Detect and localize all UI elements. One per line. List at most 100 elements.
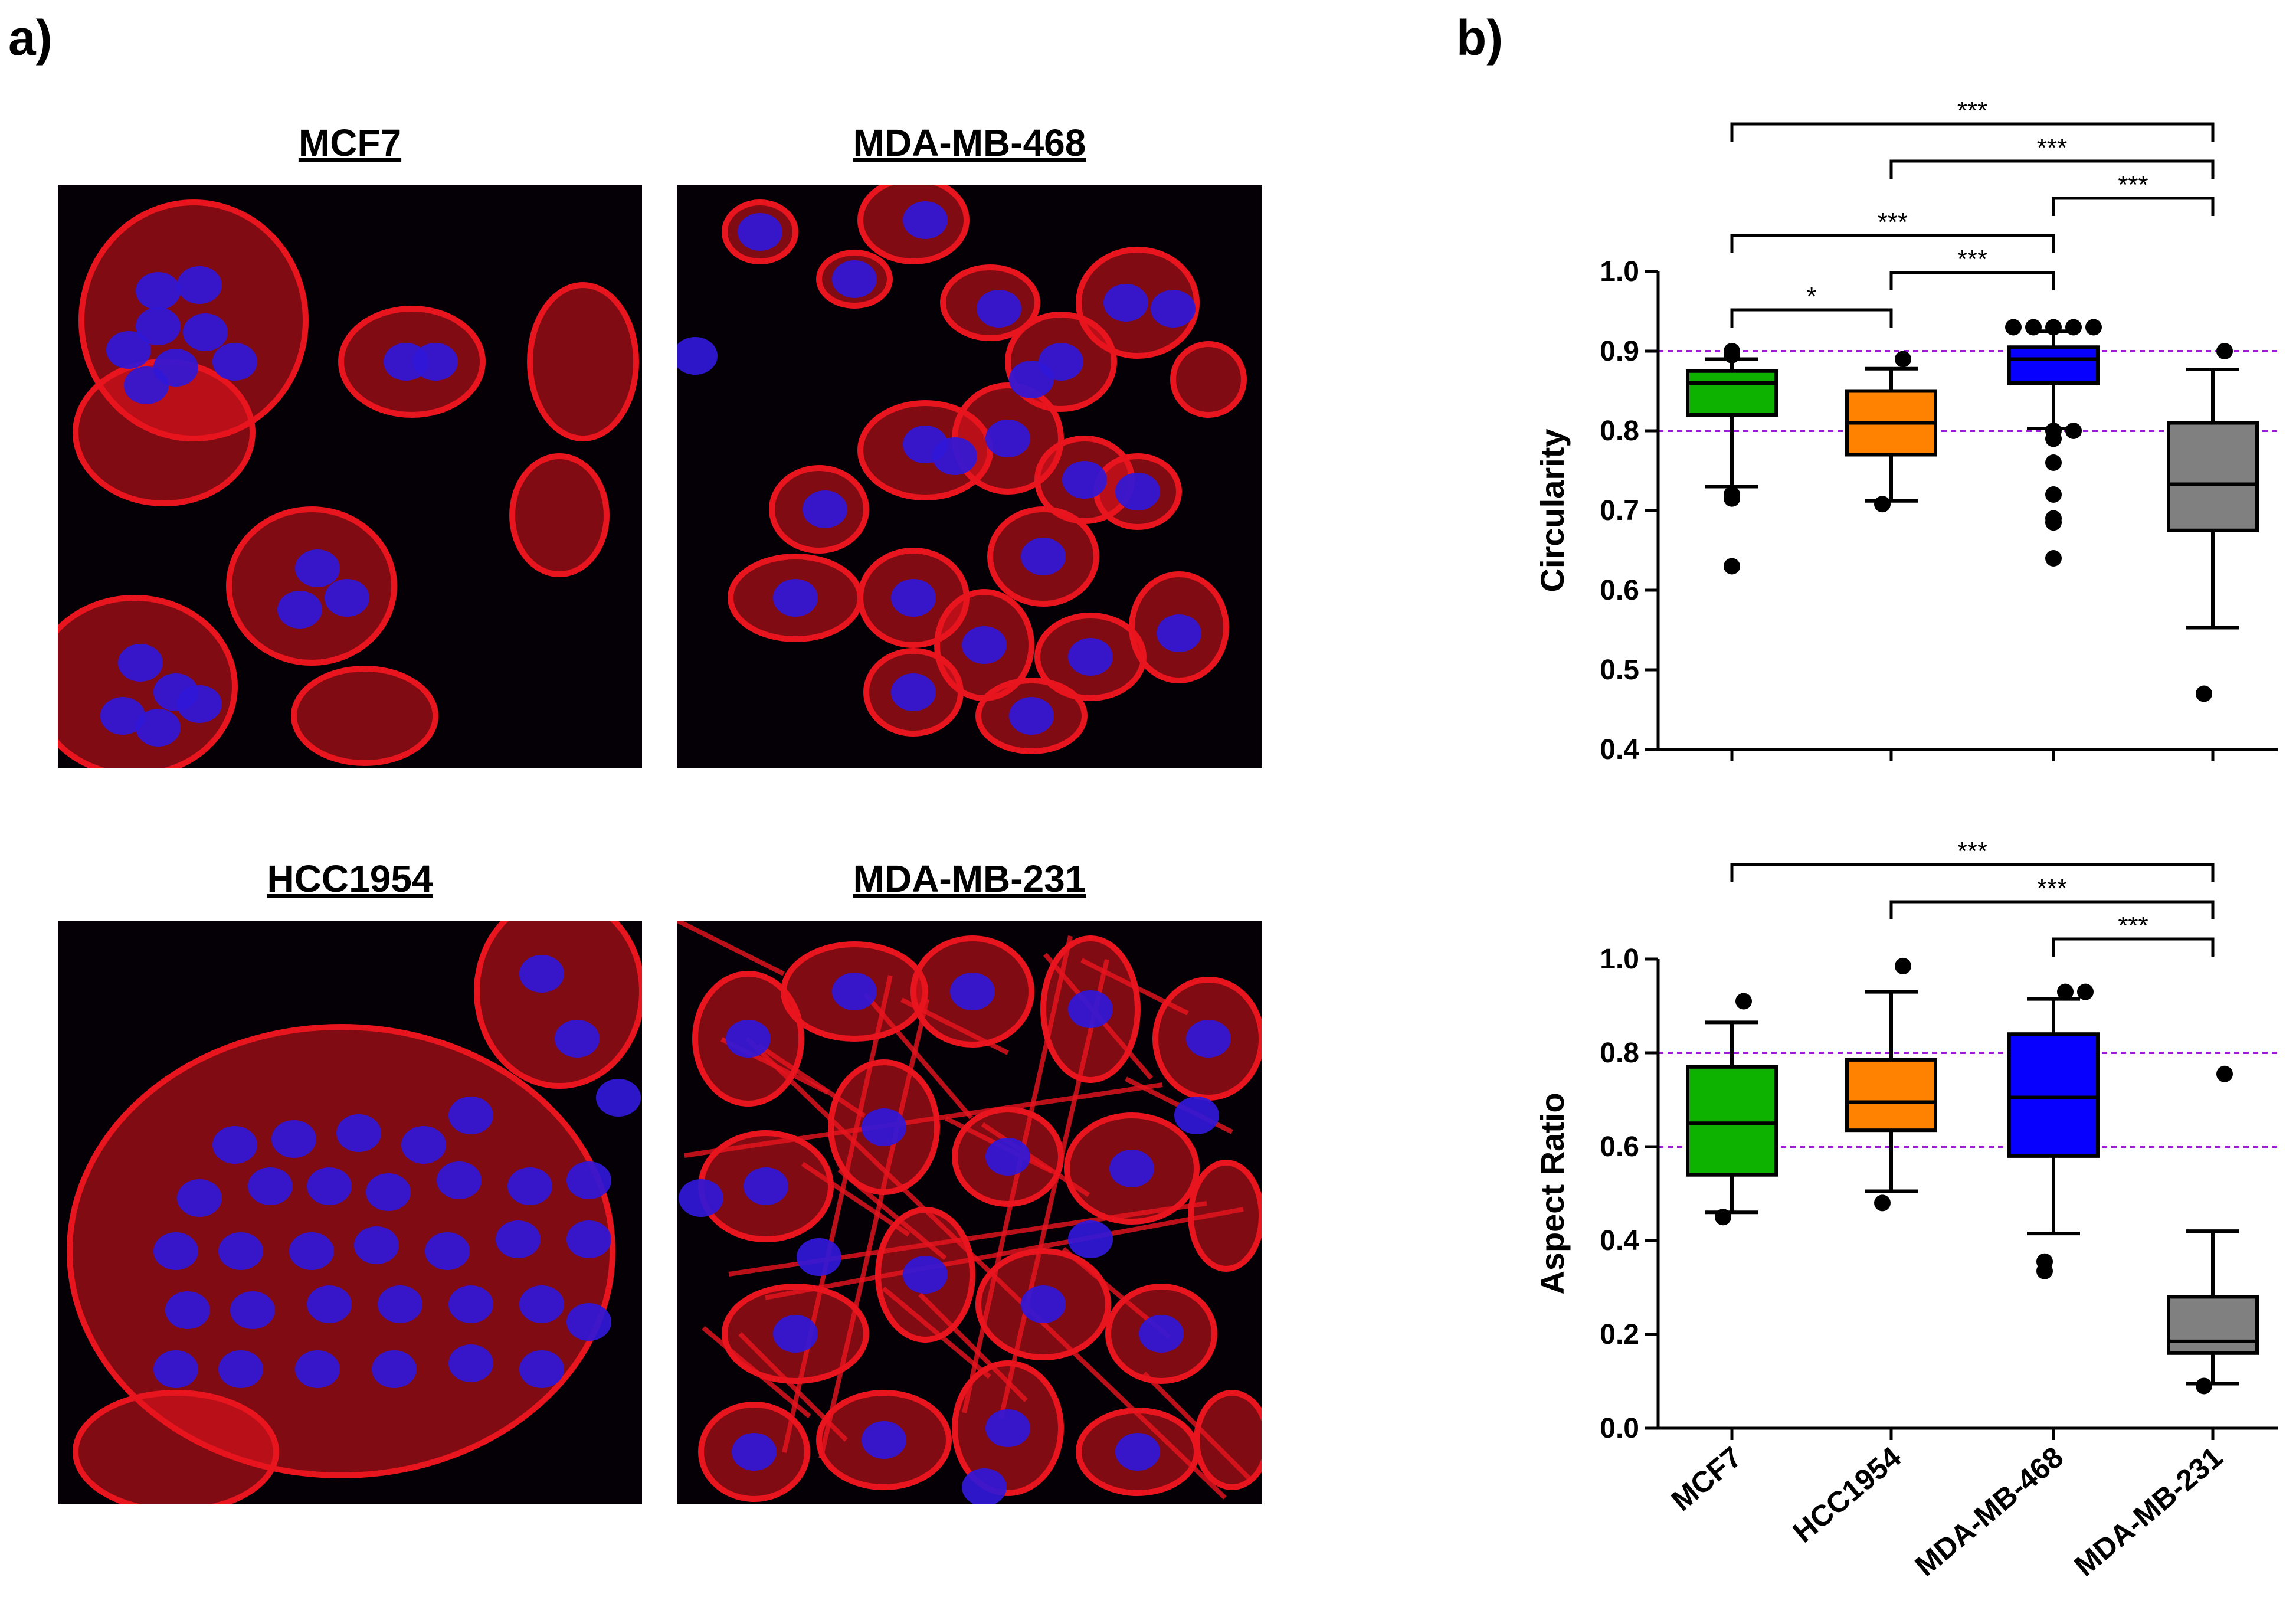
nucleus	[1103, 284, 1148, 322]
outlier-point	[2196, 1377, 2212, 1395]
nucleus	[797, 1238, 841, 1276]
nucleus	[118, 644, 163, 682]
outlier-point	[2045, 454, 2062, 471]
significance-bracket: ***	[1889, 245, 2055, 290]
nucleus	[1174, 1097, 1219, 1134]
nucleus	[1109, 1150, 1154, 1187]
y-tick-label: 0.4	[1600, 1225, 1639, 1256]
y-tick-label: 0.6	[1600, 1131, 1639, 1163]
nucleus	[1068, 990, 1113, 1028]
nucleus	[903, 201, 948, 239]
outlier-point	[2216, 1065, 2233, 1082]
outlier-point	[2065, 423, 2082, 439]
nucleus	[744, 1167, 788, 1205]
nucleus	[336, 1114, 381, 1152]
nucleus	[413, 343, 458, 381]
nucleus	[1139, 1315, 1184, 1353]
nucleus	[1021, 538, 1066, 575]
nucleus	[1062, 461, 1107, 499]
box-hcc1954	[1845, 957, 1937, 1212]
significance-bracket: ***	[1730, 208, 2055, 253]
y-tick-label: 1.0	[1600, 944, 1639, 975]
nucleus	[732, 1433, 777, 1471]
nucleus	[212, 343, 257, 381]
bracket-line	[1889, 900, 2215, 919]
micrograph-mda-mb-231	[677, 921, 1262, 1504]
significance-bracket: ***	[1889, 874, 2215, 919]
actin-filament	[745, 1037, 1227, 1500]
outlier-point	[2005, 319, 2022, 336]
actin-filament	[962, 935, 1073, 1413]
y-tick-label: 1.0	[1600, 256, 1639, 287]
panel-b-label: b)	[1456, 10, 1504, 66]
nucleus	[177, 266, 222, 304]
nucleus	[183, 313, 228, 351]
bracket-line	[1730, 863, 2215, 882]
nucleus	[1068, 1220, 1113, 1258]
nucleus	[230, 1291, 275, 1329]
nucleus	[277, 591, 322, 629]
y-axis-label: Aspect Ratio	[1534, 1092, 1571, 1294]
nucleus	[985, 420, 1030, 457]
box-hcc1954	[1845, 351, 1937, 513]
nucleus	[307, 1285, 352, 1323]
outlier-point	[1724, 343, 1740, 359]
nucleus	[437, 1161, 482, 1199]
significance-label: *	[1806, 282, 1816, 311]
significance-label: ***	[1957, 96, 1987, 125]
nucleus	[218, 1350, 263, 1388]
nucleus	[307, 1167, 352, 1205]
nucleus	[832, 260, 877, 298]
bracket-line	[1889, 159, 2215, 179]
nucleus	[153, 1232, 198, 1270]
nucleus	[248, 1167, 293, 1205]
nucleus	[448, 1344, 493, 1382]
outlier-point	[2077, 983, 2094, 1000]
bracket-line	[1730, 234, 2055, 253]
box-iqr	[2007, 345, 2100, 385]
nucleus	[679, 1179, 723, 1217]
actin-filament	[981, 1122, 1090, 1197]
actin-filament	[782, 975, 893, 1453]
outlier-point	[1724, 490, 1740, 507]
outlier-point	[2045, 514, 2062, 531]
nucleus	[862, 1421, 906, 1459]
y-tick-label: 0.2	[1600, 1319, 1639, 1350]
nucleus	[773, 579, 818, 617]
nucleus	[932, 437, 977, 475]
y-tick-label: 0.7	[1600, 495, 1639, 526]
nucleus	[448, 1097, 493, 1134]
y-tick-label: 0.0	[1600, 1413, 1639, 1444]
significance-label: ***	[2037, 133, 2067, 162]
y-tick-label: 0.4	[1600, 734, 1639, 765]
x-category-label: MCF7	[1665, 1441, 1748, 1517]
nucleus	[566, 1161, 611, 1199]
actin-filament	[702, 1326, 811, 1419]
nucleus	[555, 1020, 600, 1058]
nucleus	[726, 1020, 771, 1058]
nucleus	[566, 1303, 611, 1341]
actin-filament	[863, 992, 974, 1120]
outlier-point	[2065, 319, 2082, 336]
nucleus	[289, 1232, 334, 1270]
nucleus	[295, 549, 340, 587]
outlier-point	[2045, 486, 2062, 503]
significance-label: ***	[2037, 874, 2067, 903]
nucleus	[295, 1350, 340, 1388]
outlier-point	[1895, 351, 1911, 368]
actin-filament	[1142, 1372, 1252, 1481]
cell-body	[527, 282, 639, 441]
nucleus	[1115, 473, 1160, 510]
outlier-point	[1715, 1209, 1731, 1226]
actin-filament	[882, 1286, 991, 1379]
outlier-point	[2085, 319, 2102, 336]
nucleus	[106, 331, 151, 369]
nucleus	[566, 1220, 611, 1258]
nucleus	[1009, 697, 1054, 735]
actin-filament	[900, 997, 1009, 1055]
micrograph-mcf7	[58, 185, 642, 768]
significance-bracket: ***	[2052, 911, 2215, 957]
box-iqr	[2167, 1295, 2259, 1355]
y-tick-label: 0.6	[1600, 575, 1639, 606]
outlier-point	[2216, 343, 2233, 359]
